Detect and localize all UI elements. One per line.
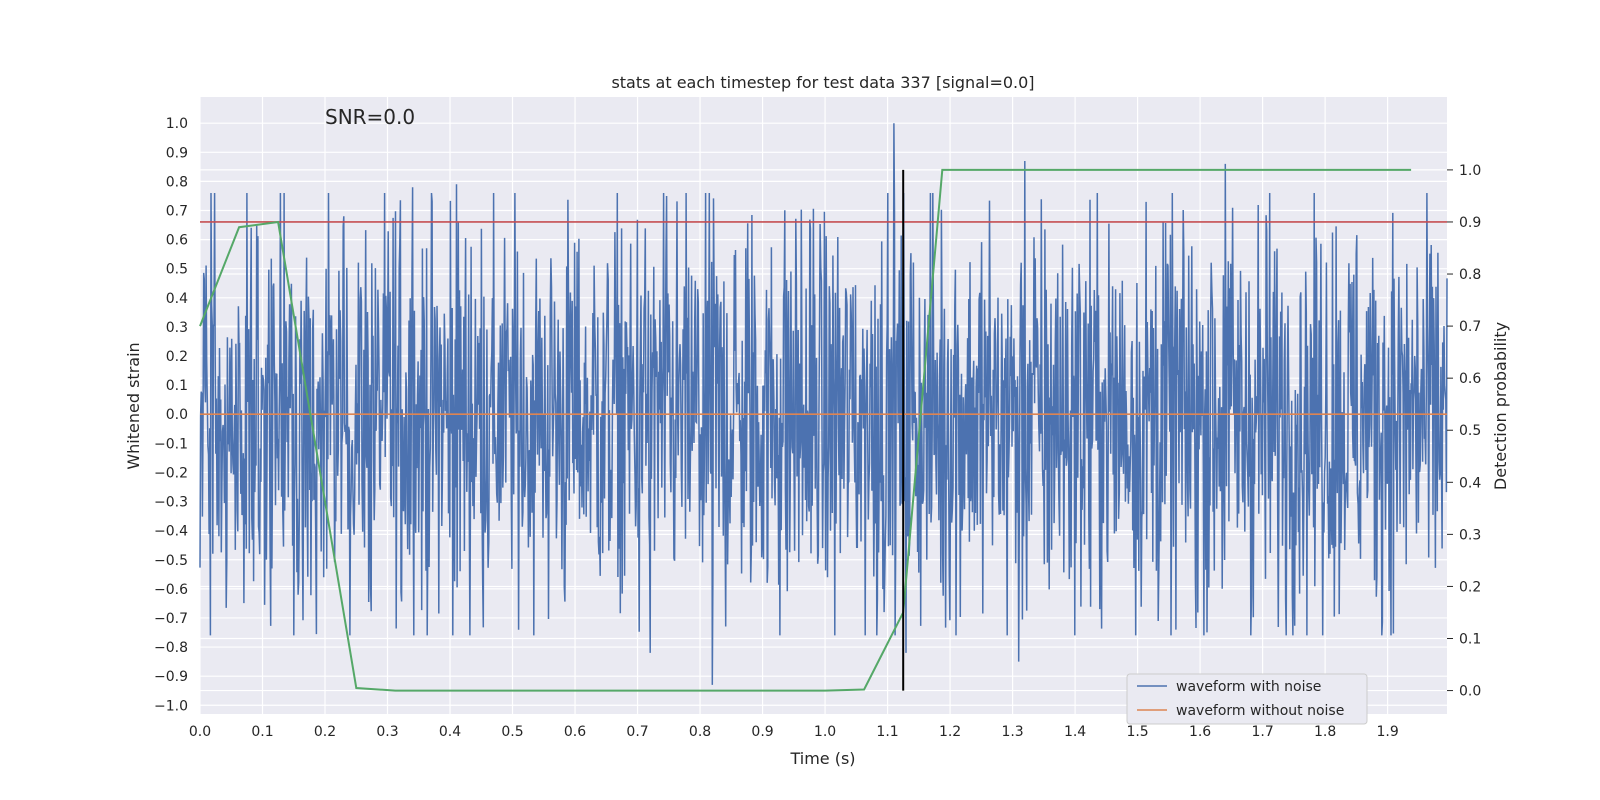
x-tick-label: 1.1 <box>876 724 898 740</box>
x-tick-label: 0.4 <box>439 724 461 740</box>
x-tick-label: 0.5 <box>501 724 523 740</box>
y2-tick-label: 0.2 <box>1459 579 1481 595</box>
y2-axis-label: Detection probability <box>1491 322 1510 490</box>
x-tick-label: 1.7 <box>1251 724 1273 740</box>
y-tick-label: −0.4 <box>154 524 188 540</box>
probability-line <box>199 168 1412 692</box>
y2-tick-label: 1.0 <box>1459 163 1481 179</box>
x-tick-label: 1.8 <box>1314 724 1336 740</box>
y-tick-label: 0.1 <box>166 378 188 394</box>
x-tick-label: 1.5 <box>1126 724 1148 740</box>
y2-tick-label: 0.5 <box>1459 423 1481 439</box>
y-tick-label: −0.9 <box>154 669 188 685</box>
noise-waveform-line <box>199 123 1448 685</box>
y-tick-label: −0.5 <box>154 553 188 569</box>
x-tick-label: 1.4 <box>1064 724 1086 740</box>
y2-tick-label: 0.0 <box>1459 684 1481 700</box>
x-axis-label: Time (s) <box>789 749 855 768</box>
y2-tick-label: 0.8 <box>1459 267 1481 283</box>
y2-tick-label: 0.1 <box>1459 632 1481 648</box>
x-tick-label: 1.3 <box>1001 724 1023 740</box>
y-tick-label: 1.0 <box>166 116 188 132</box>
x-tick-label: 1.9 <box>1376 724 1398 740</box>
x-tick-label: 0.8 <box>689 724 711 740</box>
x-tick-label: 1.2 <box>939 724 961 740</box>
legend-label-clean: waveform without noise <box>1176 703 1344 719</box>
x-tick-label: 0.7 <box>626 724 648 740</box>
y-tick-label: 0.9 <box>166 145 188 161</box>
y-axis-label: Whitened strain <box>124 342 143 469</box>
y-tick-label: 0.4 <box>166 291 188 307</box>
y-tick-label: 0.8 <box>166 174 188 190</box>
x-axis-ticks: 0.0 0.1 0.2 0.3 0.4 0.5 0.6 0.7 0.8 0.9 1.0 1.1 1.2 1… <box>189 724 1399 740</box>
snr-annotation: SNR=0.0 <box>325 105 415 129</box>
y-tick-label: 0.6 <box>166 233 188 249</box>
x-tick-label: 1.0 <box>814 724 836 740</box>
series-waveform-with-noise <box>199 123 1448 685</box>
x-tick-label: 0.6 <box>564 724 586 740</box>
series-detection-probability <box>199 168 1412 692</box>
y-tick-label: −0.7 <box>154 611 188 627</box>
legend: waveform with noise waveform without noi… <box>1126 673 1368 725</box>
y2-tick-label: 0.6 <box>1459 371 1481 387</box>
chart-title: stats at each timestep for test data 337… <box>611 73 1034 92</box>
y2-tick-label: 0.4 <box>1459 475 1481 491</box>
x-tick-label: 1.6 <box>1189 724 1211 740</box>
x-tick-label: 0.2 <box>314 724 336 740</box>
x-tick-label: 0.3 <box>376 724 398 740</box>
y-tick-label: −0.8 <box>154 640 188 656</box>
y2-tick-label: 0.9 <box>1459 215 1481 231</box>
legend-label-noise: waveform with noise <box>1176 679 1321 695</box>
legend-box <box>1126 673 1368 725</box>
x-tick-label: 0.0 <box>189 724 211 740</box>
y-tick-label: 0.3 <box>166 320 188 336</box>
y-tick-label: −0.6 <box>154 582 188 598</box>
y-tick-label: 0.0 <box>166 407 188 423</box>
y-tick-label: −0.3 <box>154 495 188 511</box>
y-tick-label: 0.2 <box>166 349 188 365</box>
y2-tick-label: 0.3 <box>1459 527 1481 543</box>
x-tick-label: 0.1 <box>251 724 273 740</box>
y-tick-label: 0.7 <box>166 204 188 220</box>
x-tick-label: 0.9 <box>751 724 773 740</box>
y-tick-label: −0.1 <box>154 436 188 452</box>
y-tick-label: −0.2 <box>154 465 188 481</box>
y2-tick-label: 0.7 <box>1459 319 1481 335</box>
y-tick-label: −1.0 <box>154 698 188 714</box>
y-tick-label: 0.5 <box>166 262 188 278</box>
y2-axis-ticks: 1.0 0.9 0.8 0.7 0.6 0.5 0.4 0.3 0.2 0.1 0.0 <box>1447 163 1481 700</box>
y-axis-ticks: 1.0 0.9 0.8 0.7 0.6 0.5 0.4 0.3 0.2 0.1 0.0 −0.1 −0.… <box>154 116 188 714</box>
